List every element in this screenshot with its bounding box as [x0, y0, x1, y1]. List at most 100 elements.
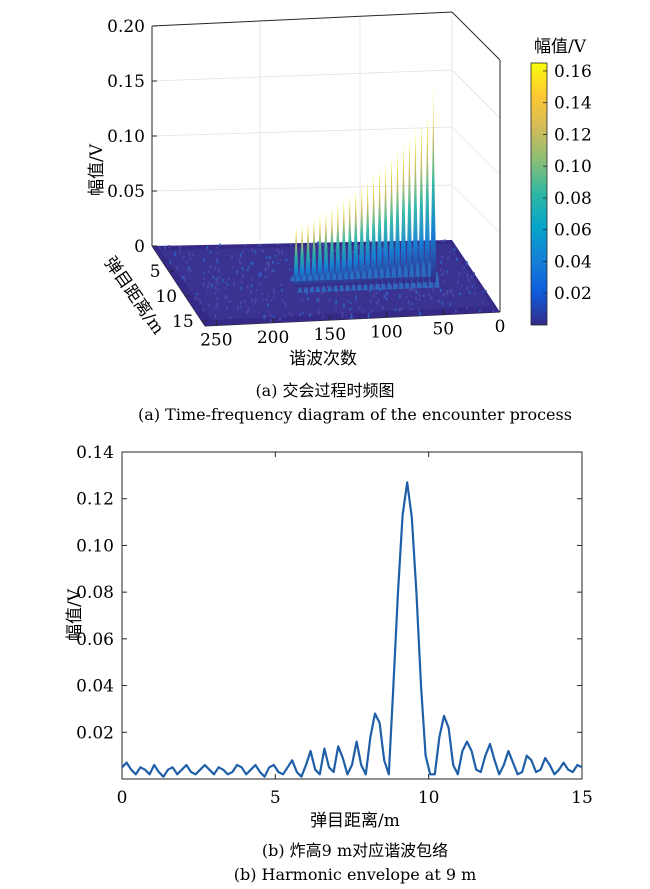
surface-speckle [266, 275, 269, 278]
surface-speckle [419, 311, 421, 316]
surface-speckle [209, 264, 212, 268]
surface-speckle [242, 250, 245, 254]
surface-speckle [449, 251, 452, 253]
surface-speckle [237, 306, 239, 311]
surface-speckle [216, 302, 218, 306]
surface-speckle [421, 285, 424, 288]
ridge-side-lobe [307, 274, 313, 281]
surface-speckle [215, 277, 217, 280]
harmonic-ridge [310, 217, 318, 287]
surface-speckle [255, 288, 258, 292]
surface-speckle [467, 276, 469, 278]
surface-speckle [265, 262, 268, 266]
surface-speckle [466, 263, 469, 266]
surface-speckle [243, 299, 246, 303]
surface-speckle [251, 298, 253, 302]
surface-speckle [225, 281, 228, 284]
surface-speckle [215, 280, 218, 284]
b-y-tick-label: 0.08 [76, 583, 114, 603]
b-x-ticks: 0 5 10 15 [117, 452, 593, 808]
ridge-side-lobe [367, 268, 373, 279]
colorbar-tick-label: 0.04 [554, 252, 592, 272]
surface-speckle [215, 258, 218, 262]
surface-speckle [273, 288, 275, 291]
surface-speckle [272, 296, 275, 298]
surface-speckle [317, 309, 320, 312]
ridge-side-lobe [309, 286, 315, 293]
surface-speckle [281, 289, 283, 292]
surface-speckle [444, 239, 446, 242]
ridge-side-lobe [327, 284, 333, 292]
surface-speckle [441, 273, 443, 276]
surface-speckle [265, 297, 268, 302]
ridge-side-lobe [415, 262, 421, 278]
surface-speckle [183, 278, 186, 282]
surface-speckle [447, 272, 449, 274]
surface-speckle [254, 250, 257, 254]
surface-speckle [191, 254, 194, 257]
surface-speckle [440, 260, 442, 264]
harmonic-ridge [364, 179, 371, 285]
harmonic-ridge [370, 174, 377, 285]
surface-speckle [309, 245, 311, 249]
colorbar [530, 62, 548, 326]
surface-speckle [216, 277, 219, 281]
surface-speckle [470, 275, 473, 279]
surface-speckle [309, 259, 312, 263]
surface-speckle [369, 289, 371, 293]
ridge-side-lobe [289, 275, 295, 282]
surface-speckle [217, 268, 220, 273]
surface-speckle [212, 275, 215, 279]
surface-speckle [214, 266, 217, 271]
peak-ridge [430, 83, 436, 283]
surface-speckle [432, 288, 434, 292]
ridge-side-lobe [421, 261, 427, 277]
surface-speckle [335, 299, 337, 304]
surface-speckle [229, 316, 232, 319]
surface-speckle [381, 248, 384, 252]
surface-speckle [219, 276, 221, 279]
surface-speckle [437, 299, 440, 304]
harmonic-ridge [322, 211, 330, 286]
surface-speckle [208, 270, 210, 273]
surface-speckle [401, 307, 404, 310]
ridge-side-lobe [325, 272, 331, 281]
surface-speckle [273, 290, 276, 295]
surface-speckle [356, 300, 358, 303]
surface-speckle [326, 285, 329, 288]
harmonic-ridge [406, 136, 413, 283]
z-tick-label: 0 [134, 237, 145, 257]
surface-speckle [415, 296, 417, 300]
surface-speckle [214, 306, 217, 308]
x-tick-label: 200 [257, 328, 289, 348]
surface-speckle [179, 251, 181, 253]
surface-speckle [293, 256, 296, 259]
surface-speckle [289, 312, 291, 314]
surface-speckle [442, 273, 444, 275]
surface-speckle [279, 259, 282, 261]
surface-speckle [428, 293, 430, 297]
surface-speckle [409, 308, 412, 311]
surface-speckle [216, 297, 219, 300]
surface-speckle [217, 271, 220, 274]
surface-speckle [242, 274, 244, 279]
surface-speckle [259, 244, 262, 247]
surface-speckle [352, 250, 355, 254]
surface-speckle [228, 300, 231, 303]
surface-speckle [471, 285, 474, 288]
surface-speckle [250, 278, 253, 281]
surface-speckle [216, 246, 218, 249]
surface-speckle [266, 261, 269, 264]
surface-speckle [334, 308, 337, 311]
envelope-line [121, 481, 583, 778]
back-wall [152, 12, 500, 312]
surface-speckle [182, 275, 184, 279]
x-axis-label: 谐波次数 [289, 349, 357, 369]
surface-speckle [452, 294, 455, 297]
surface-speckle [350, 302, 352, 304]
surface-speckle [226, 306, 228, 310]
surface-speckle [407, 300, 410, 304]
surface-speckle [206, 285, 209, 289]
surface-speckle [239, 253, 242, 257]
